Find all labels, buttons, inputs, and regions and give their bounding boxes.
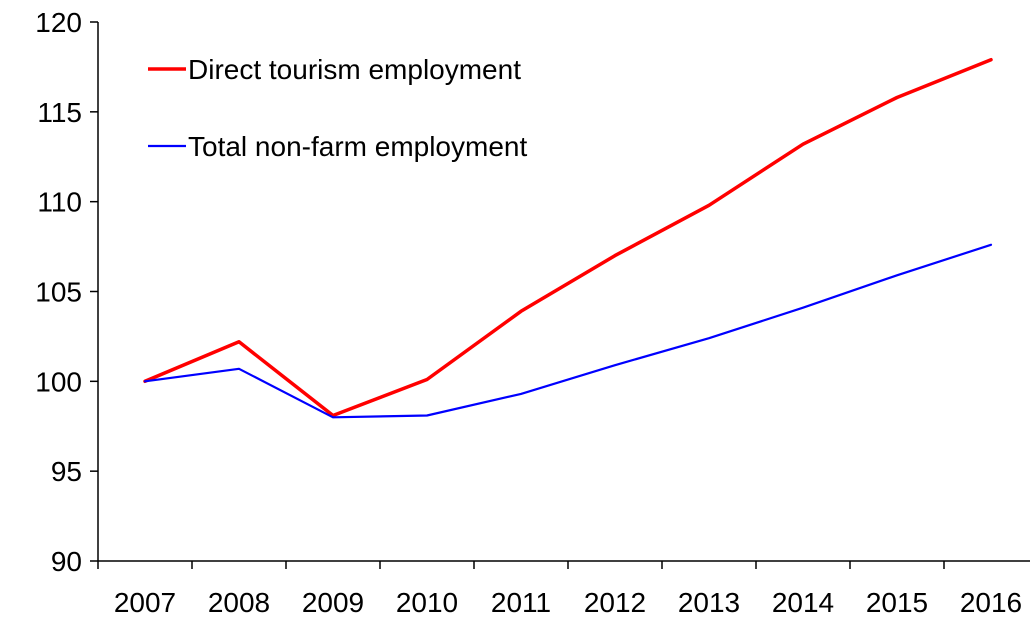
x-tick-label-3: 2010 [396,587,458,615]
y-tick-label-1: 95 [51,456,82,487]
x-tick-label-1: 2008 [208,587,270,615]
legend-label-1: Total non-farm employment [188,131,527,162]
x-tick-label-2: 2009 [302,587,364,615]
x-axis-ticks: 2007 2008 2009 2010 2011 2012 2013 2014 2015 2016 [98,561,1022,615]
legend-label-0: Direct tourism employment [188,54,521,85]
x-tick-label-0: 2007 [114,587,176,615]
y-tick-label-4: 110 [37,187,82,218]
legend: Direct tourism employment Total non-farm … [148,54,527,162]
series-line-0 [145,60,991,416]
x-tick-label-9: 2016 [960,587,1022,615]
y-tick-label-6: 120 [35,7,82,38]
x-tick-label-6: 2013 [678,587,740,615]
y-tick-label-5: 115 [37,97,82,128]
x-tick-label-8: 2015 [866,587,928,615]
y-tick-label-2: 100 [35,366,82,397]
y-tick-label-3: 105 [35,277,82,308]
x-tick-label-4: 2011 [491,587,551,615]
series-line-1 [145,245,991,417]
y-tick-label-0: 90 [51,546,82,577]
y-axis-ticks: 90 95 100 105 110 115 120 [35,7,98,577]
x-tick-label-7: 2014 [772,587,834,615]
series-lines [145,60,991,418]
x-tick-label-5: 2012 [584,587,646,615]
